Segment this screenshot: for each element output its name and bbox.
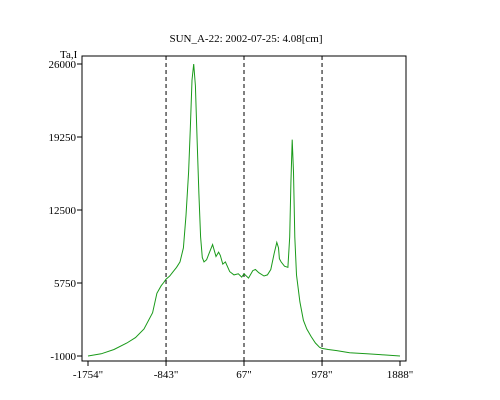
y-axis-label: Ta,I (60, 49, 78, 61)
y-tick-label-1: 19250 (49, 132, 77, 144)
axis-ticks: -1754" -843" 67" 978" 1888" 26000 19250 12500 57… (49, 59, 414, 381)
x-tick-label-3: 978" (312, 369, 333, 381)
series-line-0 (87, 63, 401, 357)
x-tick-label-0: -1754" (73, 369, 103, 381)
y-tick-label-2: 12500 (49, 205, 77, 217)
series-group (87, 63, 401, 357)
y-tick-label-3: 5750 (54, 278, 77, 290)
x-tick-label-4: 1888" (387, 369, 414, 381)
y-tick-label-0: 26000 (49, 59, 77, 71)
chart-title: SUN_A-22: 2002-07-25: 4.08[cm] (169, 33, 322, 45)
x-tick-label-1: -843" (154, 369, 179, 381)
x-tick-label-2: 67" (236, 369, 252, 381)
vertical-markers (165, 56, 323, 361)
y-tick-label-4: -1000 (50, 351, 76, 363)
